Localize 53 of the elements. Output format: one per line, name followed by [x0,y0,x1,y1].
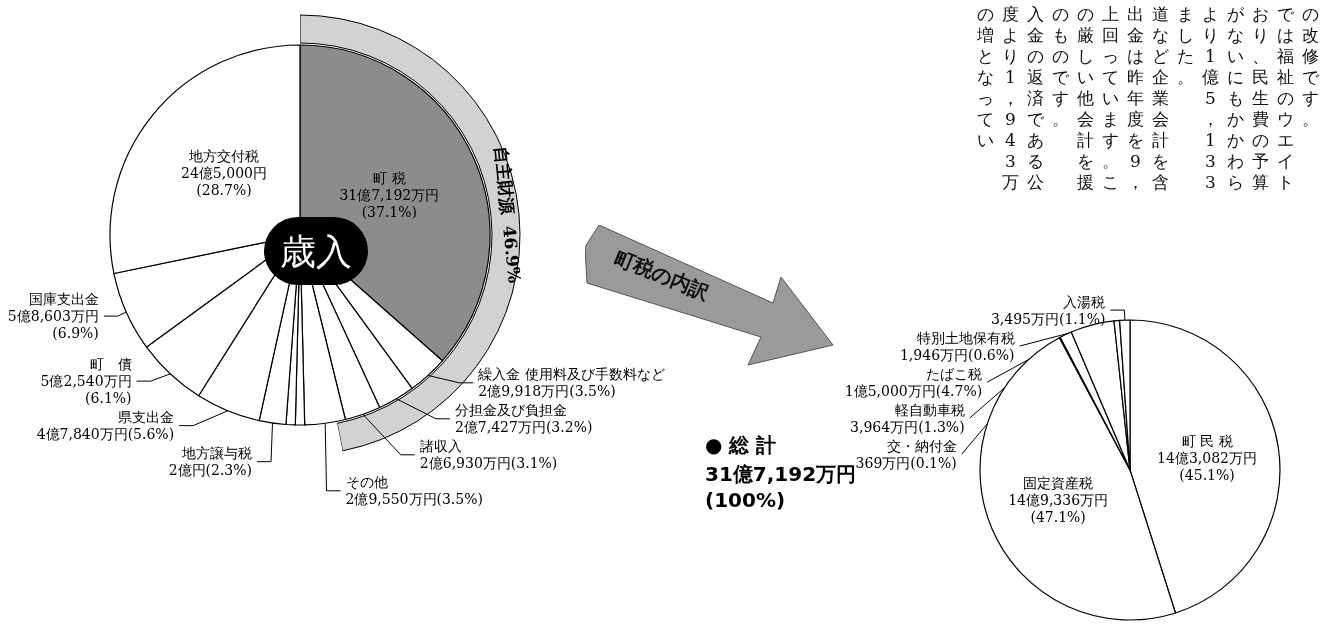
text: 道など企業会計を含 [1152,4,1169,192]
text: 入金の返済である公 [1027,4,1044,192]
text: おり、民生費の予算 [1252,4,1269,192]
slice-label: 地方交付税 [188,148,260,165]
text: の厳しい他会計を援 [1077,4,1094,192]
slice-label: その他 [345,474,388,491]
slice-label: 県支出金 [118,409,175,426]
slice-label: 入湯税 [1063,293,1106,310]
data-label: 4億7,840万円(5.6%) [36,426,175,443]
data-label: 5億8,603万円 (6.9%) [7,308,99,342]
data-label: 31億7,192万円 (37.1%) [339,186,440,220]
data-label: 369万円(0.1%) [855,454,957,471]
slice-label: 交・納付金 [886,437,957,454]
data-label: 24億5,000円 (28.7%) [181,165,267,199]
slice-label: 自主財源 46.9% [491,145,525,284]
slice-label: 国庫支出金 [28,291,99,308]
data-label: 2億9,918万円(3.5%) [478,383,616,400]
data-label: 5億2,540万円 (6.1%) [40,373,132,407]
data-label: 14億3,082万円 (45.1%) [1157,450,1258,484]
slice-label: 地方譲与税 [181,445,253,462]
data-label: 2億7,427万円(3.2%) [454,419,593,436]
data-label: 3,495万円(1.1%) [990,310,1106,327]
slice-label: 町 税 [373,169,406,186]
slice-label: たばこ税 [926,365,983,382]
slice-label: 繰入金 使用料及び手数料など [477,366,665,383]
text: より1億5，133 [1202,4,1219,192]
slice-label: 諸収入 [419,438,462,455]
text: 上回っています。こ [1102,4,1119,192]
text: 出金は昨年度を9， [1127,4,1144,192]
slice-label: 特別土地保有税 [916,329,1015,346]
data-label: 2億9,550万円(3.5%) [345,491,483,508]
text: のものです。 [1052,4,1069,130]
text: 31億7,192万円 (100%) [705,462,857,512]
data-label: 3,964万円(1.3%) [850,418,965,435]
text: がないにもかかわら [1227,4,1244,192]
text: 度より1，943万 [1002,4,1019,192]
slice-label: 町 民 税 [1181,433,1233,450]
text: では福祉のウエイト [1277,4,1294,192]
slice-label: 町 債 [89,356,132,373]
text: 町税の内訳 [610,244,714,307]
data-label: 1,946万円(0.6%) [899,346,1015,363]
text: ● 総 計 [705,433,777,457]
data-label: 1億5,000万円(4.7%) [844,382,983,399]
data-label: 14億9,336万円 (47.1%) [1008,492,1109,526]
text: 歳入 [280,230,352,272]
data-label: 2億6,930万円(3.1%) [419,455,558,472]
text: ました。 [1177,4,1194,88]
slice-label: 軽自動車税 [894,401,965,418]
text: の改修です。 [1302,4,1319,130]
text: の増となってい [977,4,994,151]
slice-label: 分担金及び負担金 [454,402,567,419]
data-label: 2億円(2.3%) [168,462,253,479]
slice-label: 固定資産税 [1023,475,1094,492]
